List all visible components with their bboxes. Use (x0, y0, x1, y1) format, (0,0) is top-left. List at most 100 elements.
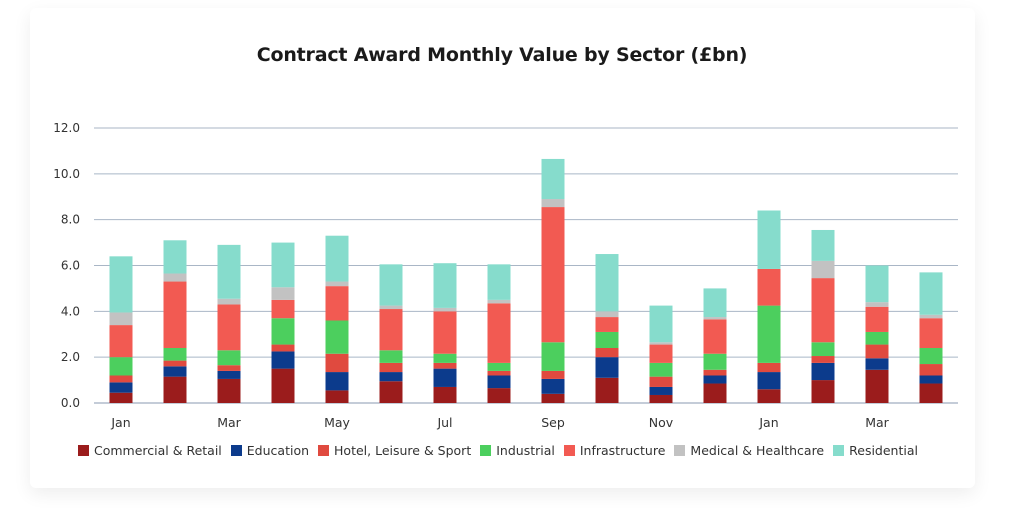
bar-segment (487, 362, 511, 371)
bar-segment (811, 278, 835, 343)
bar-segment (325, 281, 349, 287)
bar-segment (325, 372, 349, 391)
y-tick-label: 8.0 (61, 213, 80, 227)
bar-segment (595, 331, 619, 348)
bar-segment (109, 375, 133, 383)
legend-label: Residential (849, 443, 918, 458)
bar-segment (433, 353, 457, 363)
legend-item[interactable]: Commercial & Retail (78, 443, 222, 458)
bar-segment (109, 312, 133, 326)
bar-segment (919, 314, 943, 319)
legend-item[interactable]: Residential (833, 443, 918, 458)
bar-stack (109, 256, 133, 403)
bar-segment (163, 348, 187, 361)
bar-segment (865, 344, 889, 359)
bar-segment (703, 375, 727, 384)
bar-segment (379, 362, 403, 373)
bar-stack (757, 210, 781, 403)
bar-segment (487, 375, 511, 389)
bar-segment (865, 358, 889, 370)
bar-stack (703, 288, 727, 403)
bar-segment (217, 298, 241, 305)
bar-segment (541, 393, 565, 403)
bar-segment (865, 331, 889, 345)
bar-segment (379, 381, 403, 403)
bar-segment (271, 287, 295, 300)
bar-segment (757, 305, 781, 363)
x-axis: Jan Mar May Jul Sep Nov Jan Mar (110, 415, 889, 430)
bar-segment (811, 229, 835, 261)
bar-segment (919, 364, 943, 376)
bar-stack (325, 235, 349, 403)
bar-segment (595, 254, 619, 312)
bar-segment (595, 348, 619, 358)
bar-stack (649, 305, 673, 403)
legend-label: Medical & Healthcare (690, 443, 825, 458)
bar-segment (541, 378, 565, 394)
bar-segment (163, 281, 187, 348)
y-tick-label: 12.0 (53, 121, 80, 135)
bar-segment (757, 268, 781, 306)
x-tick-label: May (324, 415, 350, 430)
bar-segment (217, 365, 241, 371)
bar-segment (271, 368, 295, 403)
bar-segment (325, 353, 349, 373)
legend-swatch (230, 445, 242, 456)
bar-segment (757, 210, 781, 269)
legend-item[interactable]: Education (230, 443, 309, 458)
bar-segment (379, 305, 403, 310)
bar-segment (487, 370, 511, 376)
bar-segment (433, 386, 457, 403)
bar-segment (703, 317, 727, 320)
legend-label: Hotel, Leisure & Sport (334, 443, 472, 458)
bar-segment (271, 351, 295, 369)
bar-segment (163, 240, 187, 274)
bar-segment (379, 264, 403, 306)
y-tick-label: 10.0 (53, 167, 80, 181)
x-tick-label: Jul (436, 415, 452, 430)
bar-segment (163, 366, 187, 377)
bar-segment (757, 389, 781, 403)
chart-title: Contract Award Monthly Value by Sector (… (256, 44, 748, 66)
bar-segment (433, 311, 457, 354)
bar-segment (433, 263, 457, 308)
bar-segment (703, 319, 727, 354)
legend-item[interactable]: Infrastructure (563, 443, 665, 458)
y-tick-label: 4.0 (61, 304, 80, 318)
legend-item[interactable]: Hotel, Leisure & Sport (318, 443, 471, 458)
bar-stack (541, 158, 565, 403)
bar-segment (379, 309, 403, 351)
bar-segment (703, 288, 727, 318)
bar-segment (109, 392, 133, 403)
bar-segment (487, 264, 511, 300)
bar-segment (919, 318, 943, 348)
bar-segment (487, 303, 511, 363)
bar-segment (865, 369, 889, 403)
bar-segment (271, 299, 295, 319)
legend-item[interactable]: Medical & Healthcare (674, 443, 824, 458)
bar-segment (757, 372, 781, 390)
bar-segment (109, 325, 133, 358)
legend-swatch (318, 445, 330, 456)
bar-segment (109, 357, 133, 376)
bar-stack (595, 254, 619, 403)
legend-item[interactable]: Industrial (480, 443, 555, 458)
bars (109, 158, 943, 403)
bar-stack (865, 265, 889, 403)
x-tick-label: Sep (541, 415, 565, 430)
y-axis: 0.0 2.0 4.0 6.0 8.0 10.0 12.0 (53, 121, 80, 410)
bar-segment (703, 353, 727, 370)
bar-segment (433, 362, 457, 369)
legend-label: Commercial & Retail (94, 443, 222, 458)
bar-segment (649, 344, 673, 363)
bar-segment (757, 362, 781, 373)
bar-segment (379, 350, 403, 363)
bar-segment (541, 158, 565, 200)
bar-stack (811, 229, 835, 403)
bar-segment (271, 318, 295, 345)
bar-segment (811, 362, 835, 381)
bar-segment (811, 380, 835, 403)
bar-stack (163, 240, 187, 403)
y-tick-label: 6.0 (61, 259, 80, 273)
bar-segment (865, 302, 889, 307)
